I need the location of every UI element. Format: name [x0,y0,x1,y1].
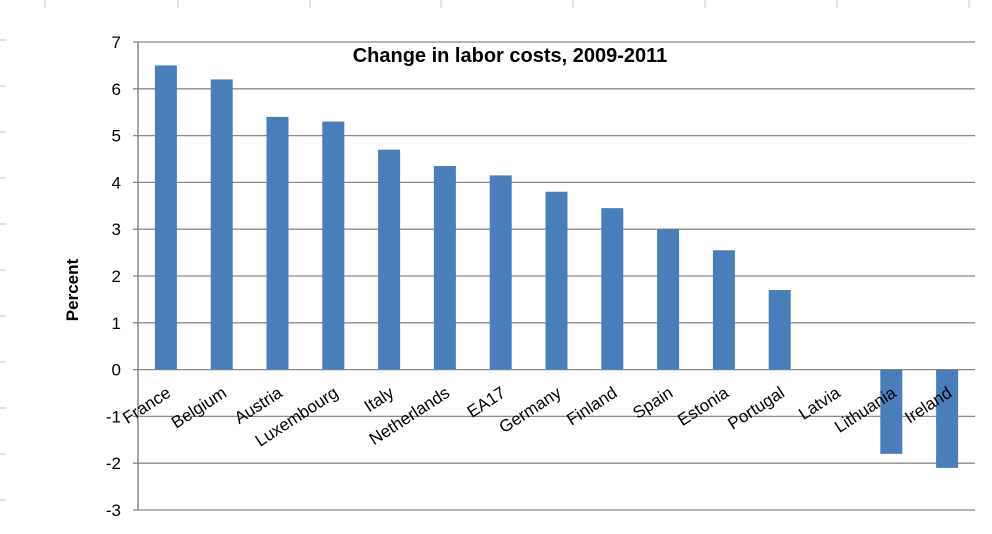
x-tick-label: France [119,383,174,428]
y-tick-label: -3 [106,501,121,520]
y-tick-label: 6 [112,80,121,99]
bar-ireland [936,369,959,468]
bar-germany [545,191,568,370]
spreadsheet-column-ticks [0,0,970,501]
x-tick-label: Portugal [724,383,787,433]
y-tick-label: 4 [112,173,121,192]
bar-netherlands [433,166,456,370]
y-axis-label: Percent [63,258,82,321]
bar-italy [378,149,401,370]
y-tick-label: 7 [112,33,121,52]
bar-belgium [210,79,233,370]
y-tick-label: 2 [112,267,121,286]
x-tick-label: Finland [563,383,620,429]
y-tick-label: 1 [112,314,121,333]
bars [154,65,959,468]
chart-title: Change in labor costs, 2009-2011 [353,45,668,67]
x-tick-label: Germany [496,383,565,437]
x-tick-label: Italy [361,383,398,416]
bar-lithuania [880,369,903,454]
bar-spain [657,229,680,370]
y-tick-label: 5 [112,127,121,146]
y-tick-label: 3 [112,220,121,239]
bar-portugal [768,290,791,370]
y-axis-ticks: 7 6 5 4 3 2 1 0 -1 -2 -3 [106,33,121,520]
y-tick-label: -1 [106,407,121,426]
bar-finland [601,208,624,370]
x-tick-label: Belgium [168,383,230,432]
y-tick-label: -2 [106,454,121,473]
bar-estonia [712,250,735,370]
y-tick-label: 0 [112,361,121,380]
bar-austria [266,116,289,370]
bar-france [154,65,177,370]
bar-luxembourg [322,121,345,370]
x-tick-label: Estonia [674,383,732,430]
bar-ea17 [489,175,512,370]
